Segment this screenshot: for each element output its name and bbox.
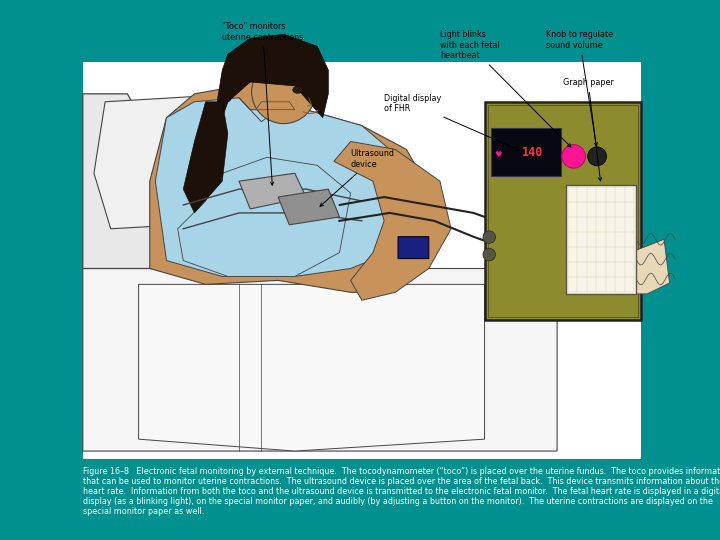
- Polygon shape: [138, 285, 485, 451]
- Polygon shape: [636, 239, 670, 294]
- Circle shape: [483, 231, 495, 244]
- FancyBboxPatch shape: [398, 237, 429, 259]
- FancyBboxPatch shape: [485, 102, 641, 320]
- Polygon shape: [239, 173, 306, 209]
- Text: Figure 16–8   Electronic fetal monitoring by external technique.  The tocodynamo: Figure 16–8 Electronic fetal monitoring …: [83, 467, 720, 476]
- Text: "Toco" monitors
uterine contractions: "Toco" monitors uterine contractions: [222, 22, 304, 185]
- Text: ♥: ♥: [494, 150, 502, 159]
- Text: Light blinks
with each fetal
heartbeat: Light blinks with each fetal heartbeat: [440, 30, 571, 147]
- Polygon shape: [94, 94, 284, 229]
- Bar: [566, 185, 636, 294]
- Polygon shape: [334, 141, 451, 300]
- Polygon shape: [150, 78, 429, 292]
- Circle shape: [562, 145, 585, 168]
- Polygon shape: [206, 35, 328, 173]
- Text: that can be used to monitor uterine contractions.  The ultrasound device is plac: that can be used to monitor uterine cont…: [83, 477, 720, 486]
- Polygon shape: [83, 94, 222, 268]
- Text: Ultrasound
device: Ultrasound device: [320, 150, 395, 206]
- Polygon shape: [183, 102, 228, 213]
- Text: Knob to regulate
sound volume: Knob to regulate sound volume: [546, 30, 613, 146]
- Ellipse shape: [222, 90, 232, 102]
- Text: Graph paper: Graph paper: [563, 78, 613, 181]
- Text: special monitor paper as well.: special monitor paper as well.: [83, 507, 204, 516]
- Polygon shape: [278, 189, 340, 225]
- Polygon shape: [178, 157, 351, 276]
- Circle shape: [588, 147, 606, 166]
- Circle shape: [483, 248, 495, 261]
- Text: heart rate.  Information from both the toco and the ultrasound device is transmi: heart rate. Information from both the to…: [83, 487, 720, 496]
- Text: display (as a blinking light), on the special monitor paper, and audibly (by adj: display (as a blinking light), on the sp…: [83, 497, 713, 506]
- Bar: [491, 128, 561, 176]
- Polygon shape: [83, 268, 557, 451]
- Text: Digital display
of FHR: Digital display of FHR: [384, 94, 520, 151]
- Polygon shape: [156, 98, 406, 276]
- Bar: [83, 62, 641, 459]
- Polygon shape: [256, 102, 295, 110]
- Ellipse shape: [251, 60, 316, 124]
- Ellipse shape: [292, 86, 302, 93]
- Text: 140: 140: [522, 146, 544, 159]
